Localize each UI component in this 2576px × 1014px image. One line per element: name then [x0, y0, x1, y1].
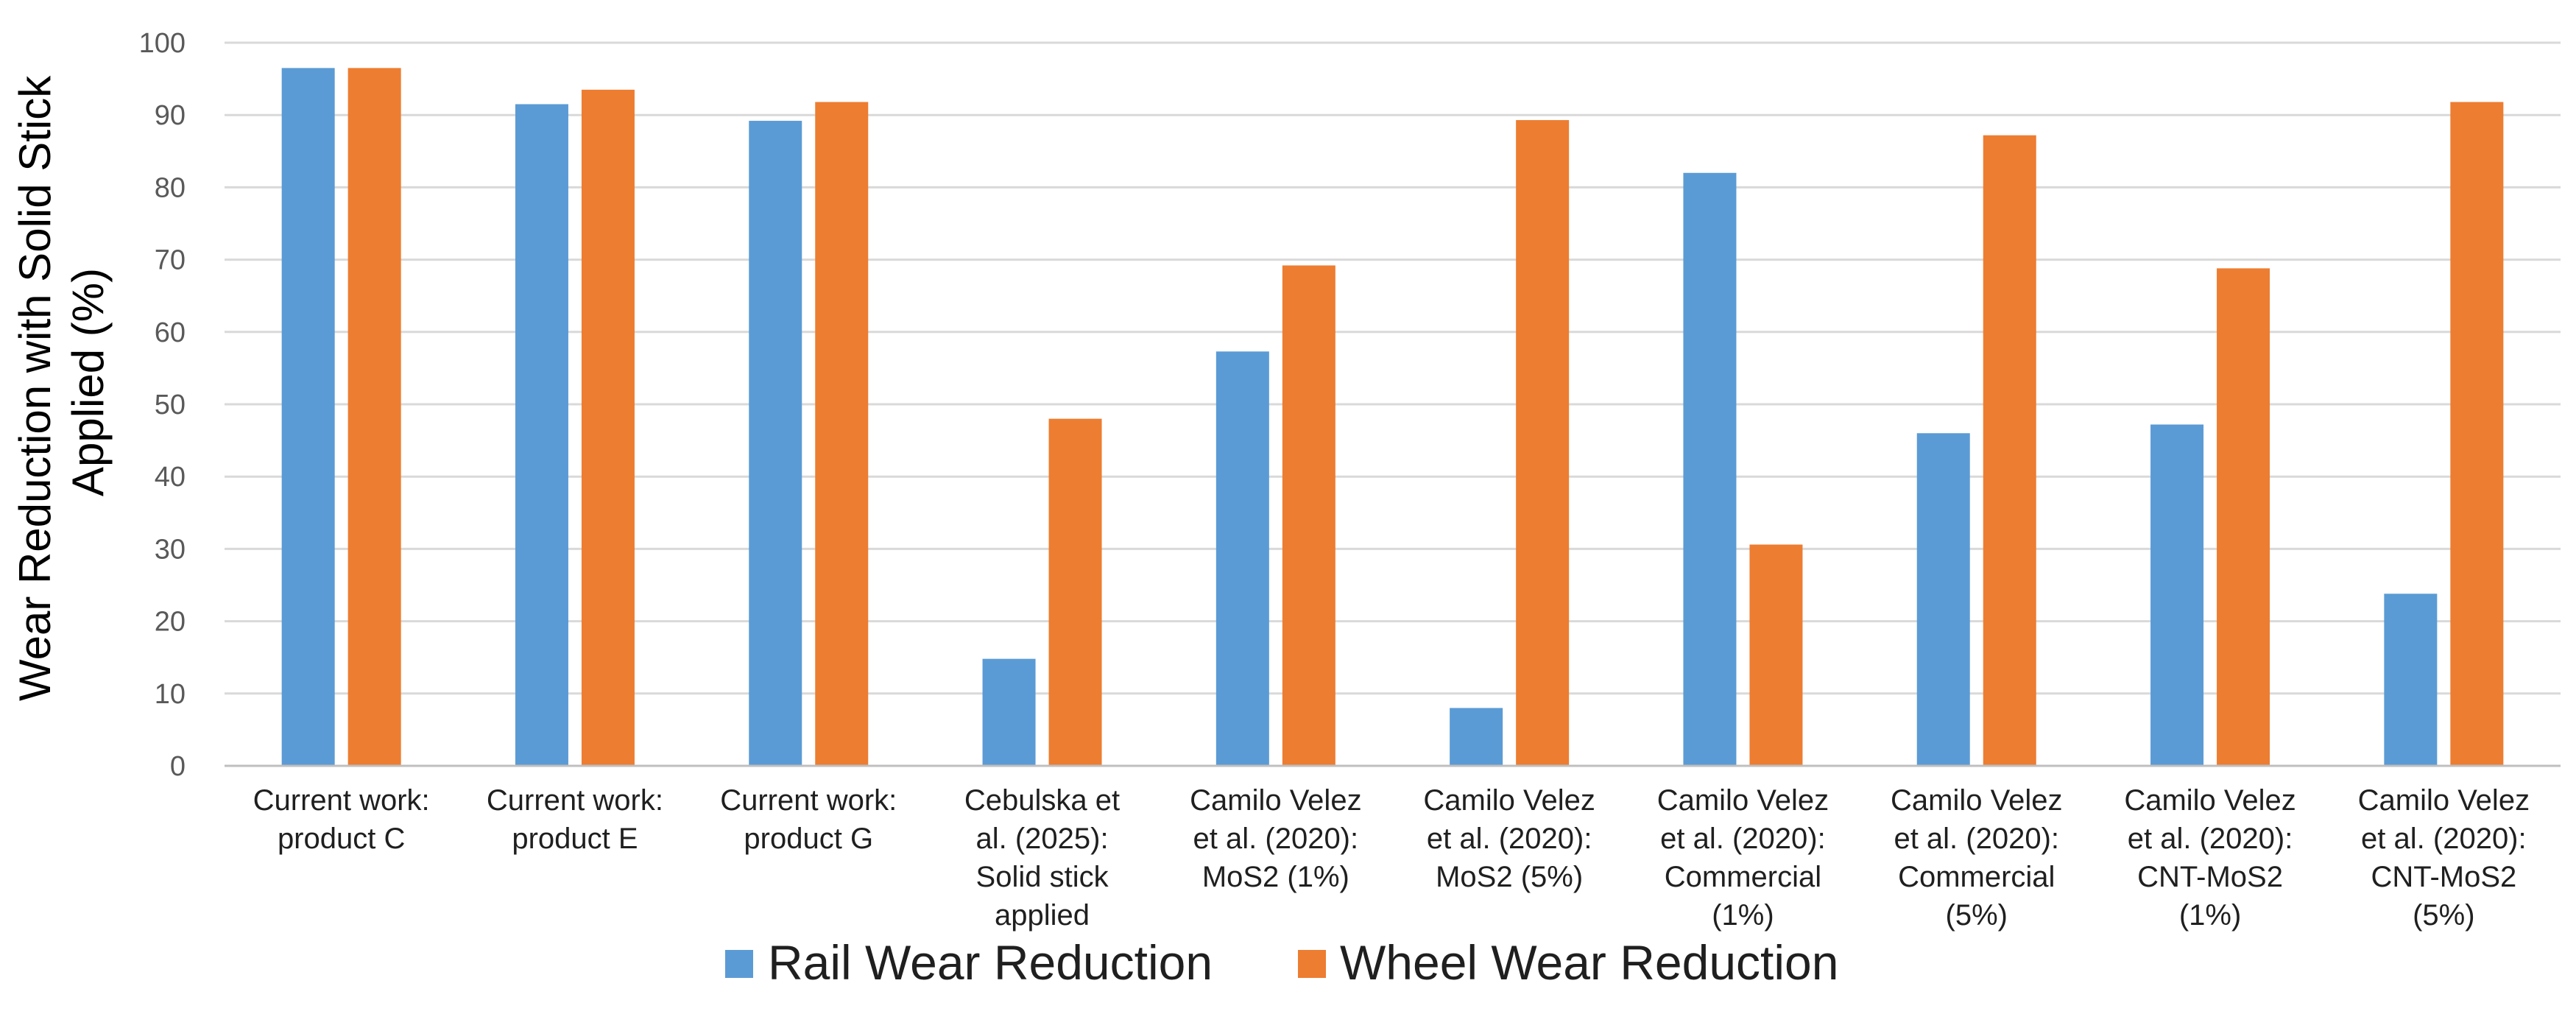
category-label-9-line-2: CNT-MoS2	[2371, 861, 2516, 893]
bar-rail-3	[982, 658, 1036, 766]
y-tick-label-20: 20	[155, 607, 186, 638]
legend-label-wheel: Wheel Wear Reduction	[1340, 935, 1838, 990]
category-label-9-line-1: et al. (2020):	[2361, 823, 2527, 855]
category-label-4-line-0: Camilo Velez	[1190, 784, 1361, 817]
category-label-3-line-0: Cebulska et	[964, 784, 1120, 817]
legend-swatch-wheel	[1298, 950, 1326, 978]
category-label-3-line-3: applied	[995, 899, 1090, 932]
y-tick-label-0: 0	[170, 751, 186, 782]
category-label-4-line-2: MoS2 (1%)	[1202, 861, 1349, 893]
bar-rail-6	[1683, 172, 1737, 766]
category-label-1-line-0: Current work:	[487, 784, 663, 817]
bar-rail-2	[749, 121, 802, 766]
category-label-7: Camilo Velez et al. (2020): Commercial (5%)	[1891, 784, 2062, 932]
category-label-2-line-1: product G	[744, 823, 873, 855]
bar-wheel-6	[1749, 544, 1803, 766]
y-tick-label-30: 30	[155, 534, 186, 565]
category-label-3: Cebulska et al. (2025): Solid stick applied	[964, 784, 1120, 932]
category-label-4-line-1: et al. (2020):	[1193, 823, 1359, 855]
category-label-1: Current work: product E	[487, 784, 663, 855]
category-label-7-line-1: et al. (2020):	[1894, 823, 2059, 855]
category-label-0: Current work: product C	[253, 784, 430, 855]
category-label-6-line-0: Camilo Velez	[1657, 784, 1829, 817]
y-tick-label-80: 80	[155, 172, 186, 203]
y-tick-label-70: 70	[155, 245, 186, 276]
bar-rail-5	[1450, 708, 1503, 766]
category-label-7-line-2: Commercial	[1898, 861, 2055, 893]
category-label-3-line-1: al. (2025):	[975, 823, 1108, 855]
bar-rail-4	[1215, 351, 1269, 767]
y-axis-label-line-2: Applied (%)	[63, 268, 113, 496]
y-tick-label-50: 50	[155, 390, 186, 420]
category-label-1-line-1: product E	[512, 823, 638, 855]
category-label-9: Camilo Velez et al. (2020): CNT-MoS2 (5%)	[2358, 784, 2530, 932]
y-axis-ticks: 0 10 20 30 40 50 60 70 80 90 100	[139, 28, 186, 782]
category-label-6-line-3: (1%)	[1712, 899, 1774, 932]
bar-rail-9	[2384, 594, 2438, 766]
bar-rail-0	[281, 68, 335, 767]
bar-wheel-4	[1282, 265, 1335, 766]
category-label-3-line-2: Solid stick	[976, 861, 1109, 893]
bar-wheel-2	[815, 102, 869, 767]
category-label-9-line-3: (5%)	[2413, 899, 2474, 932]
category-label-8-line-0: Camilo Velez	[2124, 784, 2296, 817]
category-label-6-line-2: Commercial	[1665, 861, 1821, 893]
category-label-0-line-1: product C	[278, 823, 405, 855]
y-tick-label-10: 10	[155, 679, 186, 710]
bar-wheel-0	[347, 68, 401, 767]
category-label-9-line-0: Camilo Velez	[2358, 784, 2530, 817]
category-labels: Current work: product C Current work: produ…	[253, 784, 2530, 932]
category-label-7-line-0: Camilo Velez	[1891, 784, 2062, 817]
legend-label-rail: Rail Wear Reduction	[768, 935, 1213, 990]
y-axis-label: Wear Reduction with Solid Stick Applied …	[10, 63, 113, 701]
category-label-8: Camilo Velez et al. (2020): CNT-MoS2 (1%)	[2124, 784, 2296, 932]
category-label-6-line-1: et al. (2020):	[1660, 823, 1826, 855]
y-axis-label-line-1: Wear Reduction with Solid Stick	[10, 75, 60, 701]
bar-wheel-3	[1048, 418, 1102, 766]
gridlines	[225, 41, 2561, 695]
category-label-8-line-3: (1%)	[2179, 899, 2241, 932]
y-tick-label-40: 40	[155, 462, 186, 493]
category-label-2: Current work: product G	[720, 784, 897, 855]
category-label-5-line-2: MoS2 (5%)	[1436, 861, 1583, 893]
category-label-5: Camilo Velez et al. (2020): MoS2 (5%)	[1423, 784, 1595, 893]
bar-rail-1	[515, 104, 568, 767]
category-label-5-line-0: Camilo Velez	[1423, 784, 1595, 817]
legend-swatch-rail	[725, 950, 753, 978]
category-label-2-line-0: Current work:	[720, 784, 897, 817]
category-label-5-line-1: et al. (2020):	[1427, 823, 1592, 855]
y-tick-label-100: 100	[139, 28, 186, 59]
bar-wheel-5	[1516, 120, 1570, 767]
category-label-7-line-3: (5%)	[1946, 899, 2008, 932]
category-label-4: Camilo Velez et al. (2020): MoS2 (1%)	[1190, 784, 1361, 893]
bar-wheel-1	[581, 89, 635, 766]
bars	[281, 68, 2504, 767]
bar-rail-7	[1916, 433, 1970, 766]
y-tick-label-90: 90	[155, 100, 186, 131]
category-label-8-line-1: et al. (2020):	[2128, 823, 2293, 855]
bar-rail-8	[2150, 424, 2204, 766]
category-label-8-line-2: CNT-MoS2	[2137, 861, 2283, 893]
category-label-0-line-0: Current work:	[253, 784, 430, 817]
bar-wheel-7	[1983, 135, 2036, 767]
category-label-6: Camilo Velez et al. (2020): Commercial (1%)	[1657, 784, 1829, 932]
bar-wheel-9	[2450, 102, 2504, 767]
legend: Rail Wear Reduction Wheel Wear Reduction	[725, 935, 1838, 990]
y-tick-label-60: 60	[155, 317, 186, 348]
bar-wheel-8	[2217, 268, 2270, 766]
